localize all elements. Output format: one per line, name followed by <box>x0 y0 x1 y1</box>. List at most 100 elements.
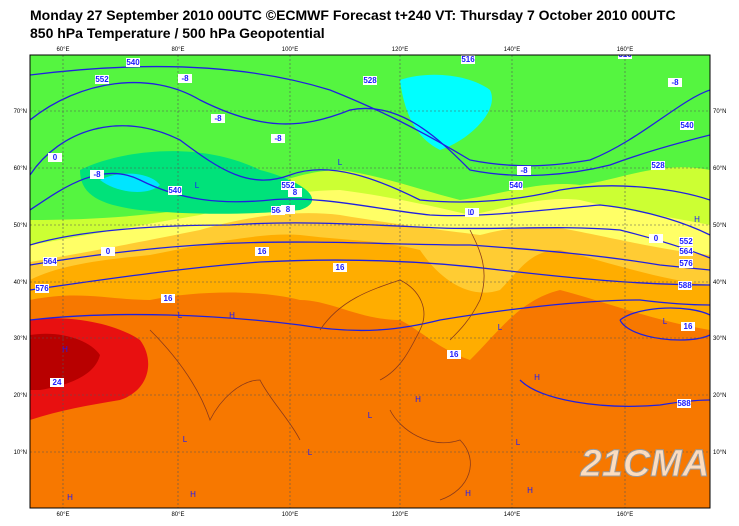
lon-label: 80°E <box>171 512 184 518</box>
contour-label-bg <box>680 121 694 130</box>
contour-label: 16 <box>258 247 267 256</box>
lon-label: 140°E <box>504 512 520 518</box>
lat-label: 40°N <box>14 280 27 286</box>
contour-label-bg <box>211 114 225 123</box>
contour-label: 516 <box>618 50 632 59</box>
contour-label: -8 <box>214 114 222 123</box>
contour-label-bg <box>161 294 175 303</box>
pressure-label: H <box>190 490 196 499</box>
contour-label: 16 <box>684 322 693 331</box>
pressure-label: L <box>368 411 373 420</box>
temp-band <box>400 74 492 150</box>
contour-label: -8 <box>274 134 282 143</box>
contour-label-bg <box>363 76 377 85</box>
temp-band <box>80 151 313 214</box>
contour-label: 528 <box>651 161 665 170</box>
pressure-label: H <box>527 486 533 495</box>
contour-label: 588 <box>677 399 691 408</box>
contour-label: -8 <box>671 78 679 87</box>
contour-label: 576 <box>679 259 693 268</box>
coastlines <box>149 229 485 501</box>
contour-label-bg <box>681 322 695 331</box>
lat-label: 60°N <box>713 166 726 172</box>
pressure-label: L <box>195 181 200 190</box>
contour-label-bg <box>679 259 693 268</box>
contour-label-bg <box>651 161 665 170</box>
lat-label: 30°N <box>713 336 726 342</box>
watermark: 21CMA <box>580 443 710 485</box>
pressure-label: L <box>663 317 668 326</box>
lon-label: 160°E <box>617 47 633 53</box>
lat-label: 30°N <box>14 336 27 342</box>
subtitle: 850 hPa Temperature / 500 hPa Geopotenti… <box>30 25 325 41</box>
lon-label: 140°E <box>504 47 520 53</box>
contour-label: -8 <box>93 170 101 179</box>
contour-label: 0 <box>53 153 58 162</box>
contour-label: 8 <box>286 205 291 214</box>
pressure-label: L <box>468 208 473 217</box>
pressure-label: L <box>516 438 521 447</box>
contour-label: 540 <box>509 181 523 190</box>
lon-label: 120°E <box>392 512 408 518</box>
contour-label-bg <box>35 284 49 293</box>
pressure-label: L <box>178 311 183 320</box>
temp-band <box>30 333 100 390</box>
pressure-label: L <box>498 323 503 332</box>
contour-label-bg <box>461 55 475 64</box>
contour-label-bg <box>618 55 632 59</box>
lon-label: 60°E <box>56 512 69 518</box>
contour-label: 564 <box>43 257 57 266</box>
lon-label: 100°E <box>282 512 298 518</box>
contour-label: 0 <box>106 247 111 256</box>
contour-label-bg <box>101 247 115 256</box>
lat-label: 10°N <box>713 450 726 456</box>
contour-label-bg <box>517 166 531 175</box>
map-frame <box>29 54 711 509</box>
contour-label: 564 <box>271 206 285 215</box>
lon-label: 160°E <box>617 512 633 518</box>
contour-label: 16 <box>164 294 173 303</box>
lon-label: 80°E <box>171 47 184 53</box>
contour-label-bg <box>178 74 192 83</box>
pressure-label: H <box>67 493 73 502</box>
contour-label-bg <box>281 205 295 214</box>
contour-label-bg <box>465 208 479 217</box>
contour-label: 8 <box>293 188 298 197</box>
contour-label: 540 <box>680 121 694 130</box>
pressure-label: L <box>308 448 313 457</box>
lat-label: 40°N <box>713 280 726 286</box>
contour-label: 552 <box>679 237 693 246</box>
title: Monday 27 September 2010 00UTC ©ECMWF Fo… <box>30 7 676 23</box>
contour-label-bg <box>48 153 62 162</box>
contour-label: -8 <box>181 74 189 83</box>
lat-label: 10°N <box>14 450 27 456</box>
pressure-label: H <box>62 345 68 354</box>
graticule <box>30 55 710 508</box>
lat-label: 70°N <box>713 109 726 115</box>
contour-label-bg <box>679 237 693 246</box>
contour-label: 540 <box>126 58 140 67</box>
contour-label: 588 <box>678 281 692 290</box>
contour-label-bg <box>281 181 295 190</box>
contour-label-bg <box>271 206 285 215</box>
temp-band <box>100 173 160 192</box>
contour-label: -8 <box>520 166 528 175</box>
lat-label: 60°N <box>14 166 27 172</box>
contour-label-bg <box>90 170 104 179</box>
contour-label: 24 <box>53 378 62 387</box>
contour-label: 552 <box>95 75 109 84</box>
contour-label: 16 <box>450 350 459 359</box>
contour-label-bg <box>679 247 693 256</box>
contour-label: 528 <box>363 76 377 85</box>
contour-label-bg <box>649 234 663 243</box>
contour-label-bg <box>126 58 140 67</box>
contour-label: 0 <box>470 208 475 217</box>
contour-label: 540 <box>168 186 182 195</box>
lat-label: 20°N <box>14 393 27 399</box>
lat-label: 50°N <box>713 223 726 229</box>
contour-label-bg <box>677 399 691 408</box>
pressure-label: L <box>183 435 188 444</box>
contour-label-bg <box>447 350 461 359</box>
